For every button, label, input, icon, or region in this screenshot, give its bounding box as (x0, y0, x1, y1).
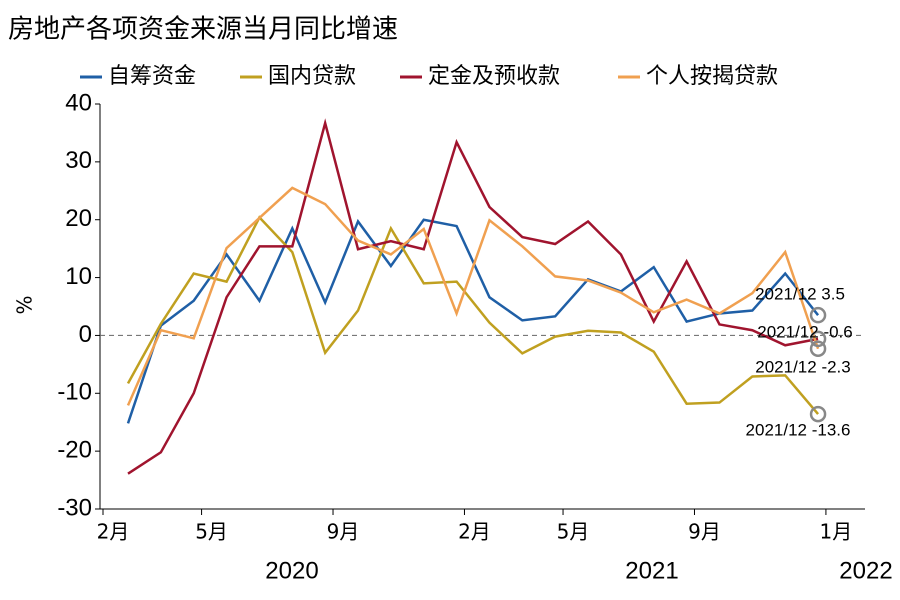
end-marker (809, 330, 827, 348)
y-tick-label: 10 (65, 263, 92, 290)
x-tick-label: 9月 (327, 520, 360, 544)
x-tick-label: 9月 (688, 520, 721, 544)
legend-label: 自筹资金 (108, 64, 196, 89)
y-tick-label: 40 (65, 89, 92, 116)
annotation: 2021/12 -0.6 (757, 322, 852, 341)
legend-label: 个人按揭贷款 (646, 64, 778, 89)
annotation: 2021/12 -2.3 (755, 357, 850, 376)
series-line (126, 215, 820, 415)
year-label: 2021 (625, 557, 678, 584)
y-tick-label: -30 (57, 494, 92, 521)
end-marker (809, 306, 827, 324)
series-line (126, 218, 820, 424)
x-tick-label: 1月 (820, 520, 853, 544)
y-axis-label: % (13, 295, 37, 314)
end-marker (809, 340, 827, 357)
y-tick-label: 0 (79, 321, 92, 348)
y-tick-label: 30 (65, 147, 92, 174)
end-marker (809, 405, 827, 423)
x-tick-label: 5月 (195, 520, 228, 544)
x-tick-label: 2月 (458, 520, 491, 544)
year-label: 2022 (839, 557, 892, 584)
y-tick-label: -10 (57, 379, 92, 406)
x-tick-label: 5月 (557, 520, 590, 544)
x-tick-label: 2月 (97, 520, 130, 544)
annotation: 2021/12 3.5 (755, 284, 845, 303)
chart-title: 房地产各项资金来源当月同比增速 (8, 15, 398, 45)
annotation: 2021/12 -13.6 (746, 420, 851, 439)
series-line (126, 186, 820, 406)
y-tick-label: -20 (57, 436, 92, 463)
legend-label: 国内贷款 (268, 64, 356, 89)
year-label: 2020 (265, 557, 318, 584)
legend-label: 定金及预收款 (428, 64, 560, 89)
y-tick-label: 20 (65, 205, 92, 232)
series-line (127, 118, 819, 475)
